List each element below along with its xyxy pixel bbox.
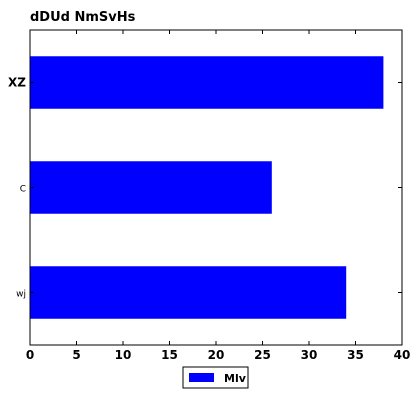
x-tick-label-35: 35 xyxy=(347,348,364,362)
legend-swatch xyxy=(189,373,214,382)
legend-box xyxy=(182,366,249,389)
y-tick-label-XZ: XZ xyxy=(8,76,26,90)
x-tick-label-40: 40 xyxy=(394,348,411,362)
bar-wj xyxy=(30,266,347,319)
bar-C xyxy=(30,161,272,214)
y-tick-label-wj: wj xyxy=(16,290,26,300)
x-tick-label-0: 0 xyxy=(26,348,34,362)
legend-label: Mlv xyxy=(224,372,247,385)
legend: Mlv xyxy=(182,366,249,389)
bar-XZ xyxy=(30,56,384,109)
plot-frame xyxy=(29,29,403,346)
x-tick-label-15: 15 xyxy=(161,348,178,362)
x-tick-label-5: 5 xyxy=(72,348,80,362)
plot-area: XZ Cwj 0 5 10 15 20 25 30 35 40 xyxy=(8,30,410,362)
x-tick-label-30: 30 xyxy=(301,348,318,362)
x-tick-label-10: 10 xyxy=(115,348,132,362)
x-tick-label-20: 20 xyxy=(208,348,225,362)
x-tick-label-25: 25 xyxy=(254,348,271,362)
chart-title: dDUd NmSvHs xyxy=(30,10,136,25)
y-tick-label-C: C xyxy=(20,185,26,195)
